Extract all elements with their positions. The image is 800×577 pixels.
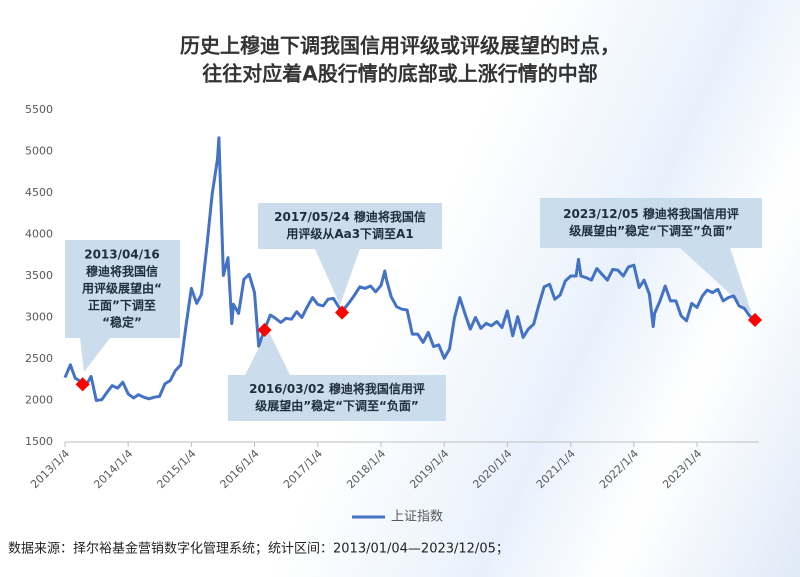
annotation-text: 2013/04/16 [84, 248, 160, 262]
y-tick-label: 2000 [25, 394, 53, 407]
annotation-pointer [315, 249, 360, 305]
annotation-box [65, 240, 180, 338]
annotation-box [258, 203, 442, 249]
legend-label: 上证指数 [391, 510, 443, 525]
source-note: 数据来源：择尔裕基金营销数字化管理系统；统计区间：2013/01/04—2023… [8, 541, 509, 557]
y-tick-label: 3000 [25, 311, 53, 324]
annotation-pointer [80, 338, 110, 372]
y-tick-label: 2500 [25, 352, 53, 365]
highlight-marker [257, 322, 272, 338]
x-tick-label: 2019/1/4 [407, 447, 451, 491]
x-tick-label: 2016/1/4 [218, 447, 262, 491]
annotation-box [228, 375, 446, 421]
annotation-pointer [245, 330, 290, 375]
annotation-text: 用评级展望由“ [81, 281, 162, 296]
y-tick-label: 4500 [25, 186, 53, 199]
annotation-box [540, 198, 762, 248]
annotation-text: 2016/03/02 穆迪将我国信用评 [249, 381, 425, 396]
annotation-text: “稳定” [102, 315, 142, 330]
x-tick-label: 2023/1/4 [660, 447, 704, 491]
y-tick-label: 5000 [25, 145, 53, 158]
annotation-text: 级展望由”稳定“下调至”负面” [569, 223, 733, 238]
chart-title: 历史上穆迪下调我国信用评级或评级展望的时点， [180, 34, 620, 58]
y-tick-label: 5500 [25, 103, 53, 116]
highlight-marker [747, 312, 763, 328]
chart-title: 往往对应着A股行情的底部或上涨行情的中部 [202, 62, 597, 86]
x-tick-label: 2022/1/4 [597, 447, 641, 491]
annotation-text: 用评级从Aa3下调至A1 [285, 226, 413, 241]
annotation-text: 级展望由”稳定“下调至“负面” [255, 398, 419, 413]
x-tick-label: 2021/1/4 [534, 447, 578, 491]
annotation-text: 2017/05/24 穆迪将我国信 [274, 209, 426, 224]
y-tick-label: 1500 [25, 435, 53, 448]
annotation-text: 2023/12/05 穆迪将我国信用评 [563, 206, 739, 221]
x-tick-label: 2015/1/4 [154, 447, 198, 491]
annotation-text: 穆迪将我国信 [86, 264, 158, 279]
x-tick-label: 2020/1/4 [470, 447, 514, 491]
x-tick-label: 2014/1/4 [91, 447, 135, 491]
x-tick-label: 2018/1/4 [344, 447, 388, 491]
y-tick-label: 4000 [25, 228, 53, 241]
y-tick-label: 3500 [25, 269, 53, 282]
line [63, 136, 756, 402]
highlight-marker [335, 305, 350, 320]
x-tick-label: 2013/1/4 [28, 447, 72, 491]
x-tick-label: 2017/1/4 [281, 447, 325, 491]
highlight-marker [75, 377, 90, 392]
annotation-text: 正面”下调至 [88, 299, 156, 313]
